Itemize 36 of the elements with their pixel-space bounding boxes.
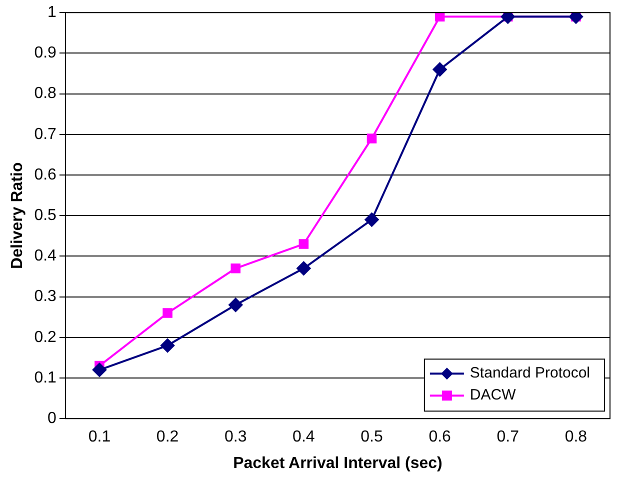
point [568, 12, 583, 24]
y-tick-label: 0.4 [34, 248, 57, 265]
x-tick-label: 0.6 [428, 428, 452, 446]
y-tick-label: 0.8 [34, 85, 57, 102]
x-tick-label: 0.8 [564, 428, 588, 446]
y-tick-label: 1 [48, 4, 57, 22]
point [162, 308, 172, 318]
y-tick-label: 0.3 [34, 288, 57, 306]
x-axis-title: Packet Arrival Interval (sec) [233, 454, 442, 472]
y-tick-label: 0.1 [34, 369, 57, 386]
point [366, 134, 377, 144]
x-tick-label: 0.3 [224, 428, 247, 446]
point [228, 298, 243, 312]
y-tick-label: 0.5 [34, 207, 57, 224]
point [230, 263, 241, 274]
point [500, 12, 515, 24]
point [432, 62, 447, 76]
point [92, 362, 106, 377]
y-tick-label: 0 [48, 410, 57, 428]
y-tick-label: 0.6 [34, 166, 57, 184]
point [364, 212, 379, 227]
y-tick-label: 0.7 [34, 126, 57, 143]
legend-label: Standard Protocol [470, 364, 590, 382]
x-tick-label: 0.5 [360, 428, 383, 446]
x-tick-label: 0.4 [292, 428, 315, 446]
y-tick-label: 0.2 [34, 328, 57, 346]
x-tick-label: 0.1 [88, 428, 111, 446]
x-tick-label: 0.7 [496, 428, 520, 446]
x-tick-label: 0.2 [156, 428, 179, 446]
legend-label: DACW [470, 386, 517, 404]
point [434, 12, 445, 22]
point [296, 261, 311, 276]
point [160, 338, 175, 353]
point [298, 239, 309, 249]
y-tick-label: 0.9 [34, 44, 57, 62]
y-axis-title: Delivery Ratio [9, 162, 26, 269]
